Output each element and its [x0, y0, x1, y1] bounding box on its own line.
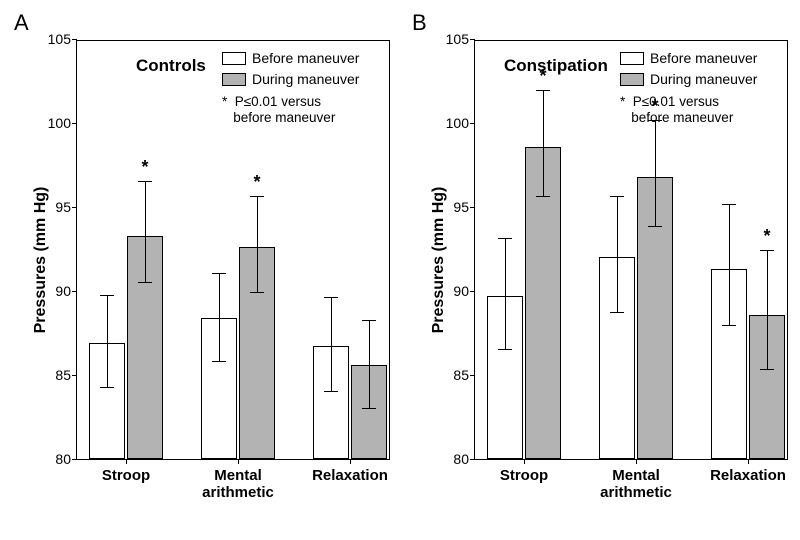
- y-tick-label: 80: [453, 451, 469, 467]
- error-bar: [257, 197, 258, 293]
- error-cap: [362, 320, 376, 321]
- legend-label: During maneuver: [252, 71, 359, 88]
- x-category-label: Mental arithmetic: [202, 467, 274, 502]
- y-tick-label: 95: [453, 199, 469, 215]
- legend-label: Before maneuver: [650, 50, 757, 67]
- y-tick: [72, 291, 77, 292]
- legend-item: Before maneuver: [620, 50, 757, 67]
- y-tick-label: 90: [453, 283, 469, 299]
- y-tick: [470, 207, 475, 208]
- y-tick: [72, 375, 77, 376]
- y-tick: [470, 375, 475, 376]
- y-tick: [470, 291, 475, 292]
- error-bar: [617, 197, 618, 313]
- x-category-label: Mental arithmetic: [600, 467, 672, 502]
- y-tick-label: 85: [55, 367, 71, 383]
- x-tick: [748, 459, 749, 464]
- legend-swatch: [620, 52, 644, 65]
- error-cap: [610, 312, 624, 313]
- error-cap: [498, 238, 512, 239]
- error-bar: [729, 205, 730, 326]
- error-cap: [324, 391, 338, 392]
- significance-star: *: [763, 226, 770, 247]
- error-cap: [760, 250, 774, 251]
- error-cap: [250, 196, 264, 197]
- y-tick: [470, 459, 475, 460]
- error-bar: [219, 274, 220, 361]
- error-bar: [331, 298, 332, 392]
- error-cap: [362, 408, 376, 409]
- panel-title: Constipation: [504, 56, 608, 76]
- significance-star: *: [141, 157, 148, 178]
- panel-b: B 80 85 90 95 100 105 Stroop * Mental arithmetic…: [404, 10, 794, 530]
- error-bar: [107, 296, 108, 388]
- y-tick-label: 100: [446, 115, 469, 131]
- error-bar: [543, 91, 544, 197]
- error-bar: [767, 251, 768, 370]
- y-tick-label: 100: [48, 115, 71, 131]
- legend-label: Before maneuver: [252, 50, 359, 67]
- error-bar: [655, 121, 656, 227]
- y-tick-label: 80: [55, 451, 71, 467]
- legend: Before maneuver During maneuver * P≤0.01 v…: [620, 50, 757, 127]
- y-axis-title: Pressures (mm Hg): [430, 187, 448, 334]
- legend-note: * P≤0.01 versus before maneuver: [620, 94, 757, 128]
- x-tick: [126, 459, 127, 464]
- y-tick-label: 85: [453, 367, 469, 383]
- error-cap: [212, 361, 226, 362]
- y-tick: [72, 459, 77, 460]
- y-tick-label: 105: [48, 31, 71, 47]
- figure: A 80 85 90 95 100 105 Stroop * Mental arithmetic…: [0, 0, 800, 540]
- legend-item: During maneuver: [620, 71, 757, 88]
- legend-swatch: [222, 73, 246, 86]
- x-category-label: Relaxation: [312, 467, 388, 484]
- panel-b-label: B: [412, 10, 427, 36]
- error-cap: [760, 369, 774, 370]
- y-tick-label: 90: [55, 283, 71, 299]
- significance-star: *: [253, 172, 260, 193]
- legend-swatch: [620, 73, 644, 86]
- legend-item: Before maneuver: [222, 50, 359, 67]
- error-cap: [212, 273, 226, 274]
- legend: Before maneuver During maneuver * P≤0.01 v…: [222, 50, 359, 127]
- y-tick: [72, 123, 77, 124]
- panel-title: Controls: [136, 56, 206, 76]
- panel-a-label: A: [14, 10, 29, 36]
- error-cap: [250, 292, 264, 293]
- legend-swatch: [222, 52, 246, 65]
- error-cap: [138, 181, 152, 182]
- error-cap: [722, 204, 736, 205]
- y-tick: [72, 207, 77, 208]
- legend-item: During maneuver: [222, 71, 359, 88]
- error-cap: [536, 90, 550, 91]
- panel-a: A 80 85 90 95 100 105 Stroop * Mental arithmetic…: [6, 10, 396, 530]
- error-bar: [369, 321, 370, 408]
- error-cap: [138, 282, 152, 283]
- y-tick: [470, 123, 475, 124]
- legend-note: * P≤0.01 versus before maneuver: [222, 94, 359, 128]
- x-tick: [524, 459, 525, 464]
- x-tick: [636, 459, 637, 464]
- error-bar: [145, 182, 146, 283]
- error-cap: [536, 196, 550, 197]
- x-category-label: Stroop: [102, 467, 150, 484]
- x-tick: [238, 459, 239, 464]
- y-tick: [72, 39, 77, 40]
- error-cap: [722, 325, 736, 326]
- legend-label: During maneuver: [650, 71, 757, 88]
- error-cap: [610, 196, 624, 197]
- x-category-label: Stroop: [500, 467, 548, 484]
- error-cap: [100, 295, 114, 296]
- error-cap: [498, 349, 512, 350]
- x-category-label: Relaxation: [710, 467, 786, 484]
- error-cap: [648, 226, 662, 227]
- error-cap: [100, 387, 114, 388]
- y-tick: [470, 39, 475, 40]
- y-axis-title: Pressures (mm Hg): [32, 187, 50, 334]
- error-bar: [505, 239, 506, 350]
- x-tick: [350, 459, 351, 464]
- y-tick-label: 95: [55, 199, 71, 215]
- error-cap: [324, 297, 338, 298]
- y-tick-label: 105: [446, 31, 469, 47]
